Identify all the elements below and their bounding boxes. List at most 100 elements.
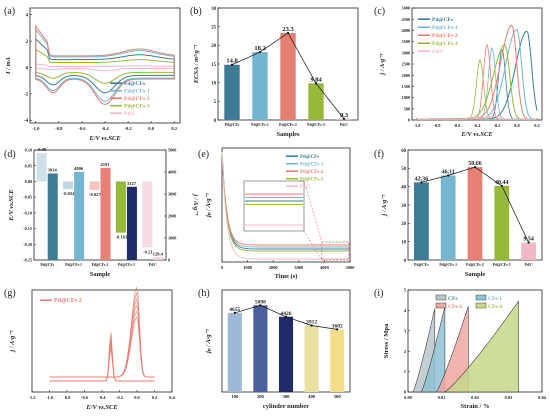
x-tick-label: -0.6 <box>78 126 86 131</box>
lsv-curve <box>417 43 537 120</box>
data-label: 46.11 <box>442 169 455 175</box>
category-label: 100 <box>231 394 239 399</box>
y-right-tick-label: 1000 <box>168 236 176 241</box>
category-label: Pd@CFs <box>225 123 240 127</box>
x-tick-label: 2000 <box>269 265 279 270</box>
category-label: Pd/C <box>149 263 157 267</box>
legend-entry: Pd@CFs <box>124 81 145 87</box>
y-tick-label: 4000 <box>402 28 410 33</box>
y-tick-label: 2500 <box>402 62 410 67</box>
category-label: Pd@CFs-3 <box>493 263 511 267</box>
y-tick-label: 1500 <box>402 84 410 89</box>
peak-label: 4191 <box>100 162 110 167</box>
plot-frame <box>29 7 181 124</box>
bar <box>308 83 324 120</box>
cv-cycle-curve <box>49 332 155 382</box>
trend-point <box>258 50 262 54</box>
y-tick-label: 1000 <box>402 95 410 100</box>
y-tick-label: 25 <box>211 25 216 30</box>
x-tick-label: -0.4 <box>474 123 482 128</box>
y-tick-label: 20 <box>401 222 406 227</box>
trend-point <box>233 311 236 314</box>
category-label: Pd@CFs-3 <box>118 263 135 267</box>
ca-curve <box>221 151 350 250</box>
x-tick-label: -1.0 <box>46 395 54 400</box>
category-label: Pd@CFs-3 <box>307 123 325 127</box>
ca-curve <box>221 151 350 252</box>
peak-bar <box>126 186 137 260</box>
panel-label: (f) <box>374 149 384 160</box>
onset-bar <box>89 181 100 190</box>
stress-strain-area <box>435 306 469 393</box>
legend-swatch <box>435 294 447 301</box>
y-right-tick-label: 4000 <box>168 170 176 175</box>
y-axis-label: j / A·g⁻¹ <box>379 53 386 75</box>
plot-frame <box>221 147 351 263</box>
x-tick-label: -0.6 <box>81 395 89 400</box>
x-tick-label: 4000 <box>320 265 330 270</box>
panel-h: (h) 4655 100 5098 200 4426 300 3912 400 3682 500 cy… <box>198 288 351 410</box>
y-tick-label: 2 <box>26 40 29 45</box>
panel-e: (e) 0 1000 2000 3000 4000 5000 Time (s) jₚ / A·g… <box>198 147 356 280</box>
y-right-axis-label: j / A·g⁻¹ <box>192 193 199 215</box>
trend-point <box>286 31 290 35</box>
data-label: 14.8 <box>226 58 238 65</box>
y-tick-label: 1 <box>404 369 407 374</box>
y-tick-label: 3000 <box>402 50 410 55</box>
x-tick-label: -0.8 <box>64 395 72 400</box>
ca-curve <box>221 151 350 260</box>
trend-point <box>500 184 503 187</box>
x-axis-label: Sample <box>90 271 111 278</box>
y-axis-label: j / A·g⁻¹ <box>9 330 16 352</box>
category-label: Pd@CFs-1 <box>251 123 269 127</box>
panel-label: (g) <box>4 288 16 299</box>
x-axis-label: Time (s) <box>275 273 298 280</box>
zoom-connector <box>303 230 323 261</box>
x-tick-label: -0.2 <box>124 126 132 131</box>
category-label: Pd/C <box>340 123 348 127</box>
x-tick-label: 0.0 <box>514 123 520 128</box>
category-label: Pd@CFs-1 <box>439 263 457 267</box>
legend-entry: Pd@CFs-2 <box>54 298 82 304</box>
panel-label: (b) <box>190 6 202 17</box>
data-label: 40.44 <box>495 180 509 186</box>
x-tick-label: -0.4 <box>101 126 109 131</box>
x-axis-label: E/V vs.SCE <box>460 131 493 138</box>
lsv-curve <box>417 44 537 120</box>
x-tick-label: 0.02 <box>471 395 479 400</box>
legend-entry: Pd@CFs-3 <box>432 41 458 47</box>
cv-cycle-curve <box>49 341 155 382</box>
x-axis-label: Samples <box>276 131 300 138</box>
panel-g: (g) -1.2 -1.0 -0.8 -0.6 -0.4 -0.2 0.0 0.2 0.4 E/V … <box>4 287 176 411</box>
trend-point <box>336 328 339 331</box>
x-axis-label: E/V vs.SCE <box>85 404 118 411</box>
peak-bar <box>47 173 58 260</box>
x-tick-label: 5000 <box>346 265 356 270</box>
stress-strain-area <box>444 300 519 393</box>
x-tick-label: 0.2 <box>171 126 177 131</box>
panel-f: (f) 0 10 20 30 40 50 60 42.36 Pd@CFs 46.11 Pd@CFs-1… <box>374 149 543 278</box>
category-label: Pd@CFs <box>40 263 54 267</box>
y-right-tick-label: 3000 <box>168 192 176 197</box>
x-axis-label: cylinder number <box>263 403 309 410</box>
y-right-tick-label: 0 <box>168 258 170 263</box>
lsv-curve <box>417 116 537 120</box>
panel-label: (e) <box>198 149 209 160</box>
x-tick-label: 0.0 <box>134 395 140 400</box>
cv-cycle-curve <box>49 345 155 382</box>
legend-entry: Pd@CFs-1 <box>300 163 324 168</box>
onset-label: 0.09 <box>38 147 47 152</box>
cv-cycle-curve <box>49 348 155 382</box>
y-tick-label: 5 <box>214 100 217 105</box>
bar <box>227 312 242 392</box>
cv-cycle-curve <box>49 335 155 382</box>
x-tick-label: -0.8 <box>434 123 442 128</box>
panel-label: (h) <box>198 288 210 299</box>
peak-label: 3934 <box>48 167 58 172</box>
onset-bar <box>63 181 74 189</box>
bar <box>414 182 429 260</box>
category-label: Pd@CFs-2 <box>279 123 297 127</box>
peak-label: 4006 <box>74 166 84 171</box>
y-tick-label: 0.05 <box>25 163 32 168</box>
